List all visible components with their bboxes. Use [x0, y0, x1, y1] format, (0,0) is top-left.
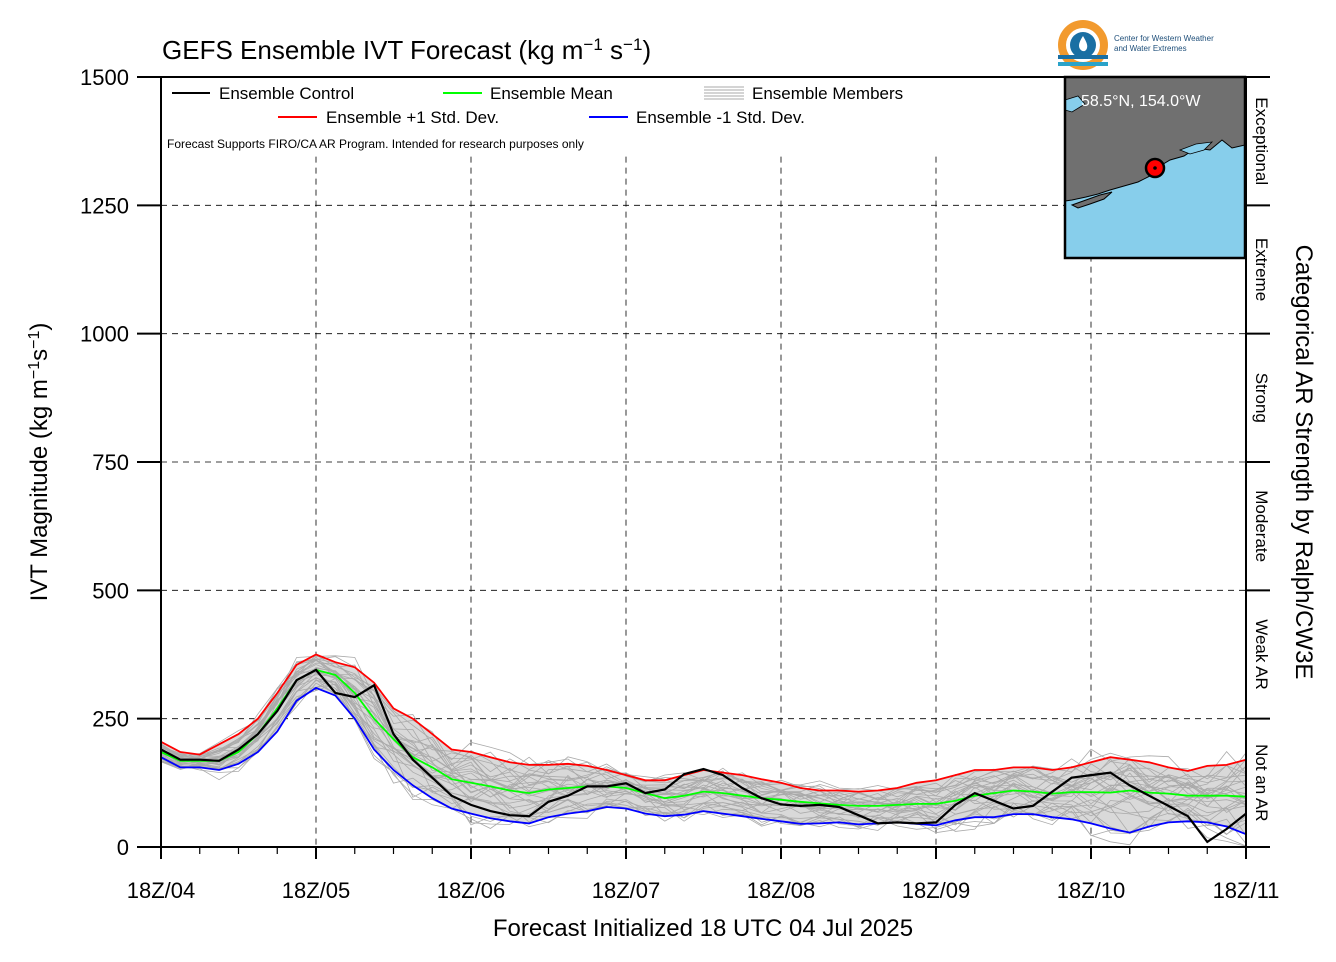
legend-label-control: Ensemble Control — [219, 84, 354, 103]
y-tick-label: 250 — [92, 707, 129, 732]
ensemble-member-line — [160, 659, 1247, 805]
legend-label-mean: Ensemble Mean — [490, 84, 613, 103]
series-lines — [160, 653, 1247, 844]
category-label: Strong — [1252, 373, 1271, 423]
x-axis: 18Z/04 18Z/05 18Z/06 18Z/07 18Z/08 18Z/09 18Z/… — [127, 847, 1280, 903]
ensemble-member-line — [160, 658, 1247, 806]
right-axis-title: Categorical AR Strength by Ralph/CW3E — [1290, 245, 1317, 680]
y-tick-label: 1250 — [80, 193, 129, 218]
ensemble-member-line — [160, 680, 1247, 834]
y-tick-label: 1500 — [80, 65, 129, 90]
category-axis: Not an AR Weak AR Moderate Strong Extreme Exc… — [1246, 76, 1271, 848]
category-label: Extreme — [1252, 238, 1271, 301]
chart-title: GEFS Ensemble IVT Forecast (kg m−1 s−1) — [162, 35, 651, 66]
location-inset-map: 58.5°N, 154.0°W — [1063, 75, 1247, 260]
y-tick-label: 500 — [92, 578, 129, 603]
x-tick-label: 18Z/05 — [282, 878, 351, 903]
y-axis-title: IVT Magnitude (kg m−1s−1) — [26, 323, 54, 602]
ensemble-member-line — [160, 656, 1247, 798]
disclaimer-note: Forecast Supports FIRO/CA AR Program. In… — [167, 137, 584, 151]
x-tick-label: 18Z/09 — [902, 878, 971, 903]
category-label: Not an AR — [1252, 744, 1271, 822]
x-axis-title: Forecast Initialized 18 UTC 04 Jul 2025 — [493, 915, 913, 942]
series-line-ensemble-mean — [160, 668, 1247, 807]
plot-frame — [160, 76, 1247, 848]
ensemble-member-line — [160, 660, 1247, 809]
ensemble-member-line — [160, 656, 1247, 807]
ensemble-member-line — [160, 674, 1247, 811]
legend-label-members: Ensemble Members — [752, 84, 903, 103]
legend: Ensemble Control Ensemble Mean Ensemble … — [167, 84, 903, 151]
y-tick-label: 750 — [92, 450, 129, 475]
y-tick-label: 1000 — [80, 322, 129, 347]
inset-location-label: 58.5°N, 154.0°W — [1081, 93, 1201, 110]
x-tick-label: 18Z/04 — [127, 878, 196, 903]
legend-label-plus-std: Ensemble +1 Std. Dev. — [326, 108, 499, 127]
y-axis: 0 250 500 750 1000 1250 1500 — [80, 65, 161, 860]
series-line-ensemble-control — [160, 668, 1247, 844]
y-tick-label: 0 — [117, 835, 129, 860]
logo-text-line2: and Water Extremes — [1114, 44, 1187, 53]
grid-lines — [161, 156, 1246, 847]
legend-label-minus-std: Ensemble -1 Std. Dev. — [636, 108, 805, 127]
category-label: Weak AR — [1252, 619, 1271, 690]
x-tick-label: 18Z/10 — [1057, 878, 1126, 903]
logo-text-line1: Center for Western Weather — [1114, 34, 1214, 43]
category-label: Exceptional — [1252, 97, 1271, 185]
x-tick-label: 18Z/08 — [747, 878, 816, 903]
category-label: Moderate — [1252, 490, 1271, 562]
series-line-ensemble-1-std-dev — [160, 686, 1247, 836]
ensemble-members — [160, 654, 1247, 847]
cw3e-logo: Center for Western Weather and Water Ext… — [1058, 20, 1214, 70]
x-tick-label: 18Z/11 — [1213, 878, 1280, 903]
x-tick-label: 18Z/06 — [437, 878, 506, 903]
x-tick-label: 18Z/07 — [592, 878, 661, 903]
ensemble-spread-band — [161, 654, 1246, 835]
legend-swatch-members — [704, 86, 744, 100]
ensemble-member-line — [160, 654, 1247, 801]
ensemble-member-line — [160, 659, 1247, 800]
